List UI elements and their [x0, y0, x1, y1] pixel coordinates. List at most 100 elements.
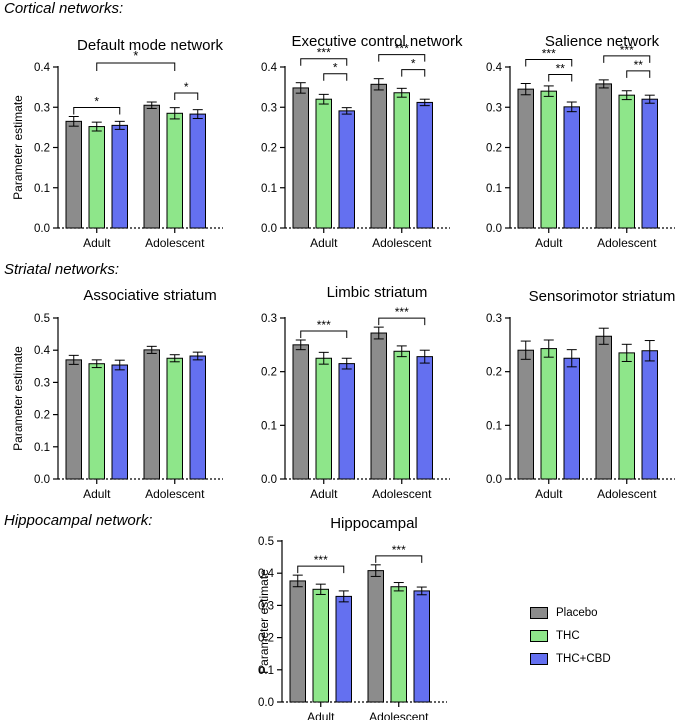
panel-4-ytick-label: 0.4 — [34, 345, 51, 357]
panel-4-bar — [88, 363, 105, 480]
panel-2-ytick-label: 0.3 — [261, 102, 277, 114]
panel-7-bar — [413, 590, 430, 703]
legend-swatch-thc — [530, 629, 548, 642]
panel-1-sig-bracket — [73, 107, 121, 115]
panel-3-ytick-label: 0.4 — [486, 62, 503, 74]
panel-1-ytick-label: 0.3 — [34, 102, 50, 114]
panel-2-bar — [416, 101, 433, 229]
panel-2-bar — [315, 98, 332, 229]
panel-1-bar — [88, 126, 105, 229]
panel-2-sig-label: *** — [395, 42, 409, 56]
legend-item-thc: THC — [530, 624, 611, 647]
panel-5-title: Limbic striatum — [327, 284, 428, 301]
panel-1-ytick-label: 0.1 — [34, 183, 50, 195]
panel-4-ylabel: Parameter estimate — [11, 346, 25, 451]
panel-2-bar — [393, 92, 410, 229]
panel-7-bar — [367, 570, 384, 703]
panel-3-bar — [595, 83, 612, 229]
panel-2-category-label: Adult — [310, 236, 338, 250]
panel-1-category-label: Adolescent — [145, 236, 205, 250]
section-label-striatal: Striatal networks: — [4, 261, 120, 278]
panel-7-sig-bracket — [297, 565, 345, 574]
panel-1-sig-label: * — [184, 80, 189, 94]
panel-5-bar — [416, 356, 433, 480]
panel-1-ylabel: Parameter estimate — [11, 95, 25, 200]
panel-3-bar — [517, 88, 534, 229]
panel-2-bar — [292, 87, 309, 229]
section-label-hippocampal: Hippocampal network: — [4, 512, 153, 529]
panel-1-ytick-label: 0.2 — [34, 143, 50, 155]
panel-1-ytick-label: 0.0 — [34, 223, 50, 235]
panel-2-sig-bracket — [300, 58, 348, 66]
panel-2-sig-bracket — [401, 69, 426, 77]
panel-4-ytick-label: 0.1 — [34, 442, 50, 454]
panel-1-category-label: Adult — [83, 236, 111, 250]
panel-2-sig-bracket — [323, 73, 348, 81]
legend-item-thc-cbd: THC+CBD — [530, 647, 611, 670]
panel-6-bar — [517, 349, 534, 480]
panel-5-sig-label: *** — [395, 305, 409, 319]
panel-2-bar — [338, 110, 355, 229]
panel-3-sig-bracket — [603, 55, 651, 63]
panel-2-ytick-label: 0.1 — [261, 183, 277, 195]
panel-3-category-label: Adolescent — [597, 236, 657, 250]
panel-1-sig-label: * — [94, 95, 99, 109]
panel-3-ytick-label: 0.2 — [486, 143, 502, 155]
panel-4-bar — [111, 364, 128, 480]
panel-3-sig-label: *** — [620, 43, 634, 57]
panel-6-ytick-label: 0.2 — [486, 367, 502, 379]
legend-swatch-thc-cbd — [530, 652, 548, 665]
panel-1-bar — [143, 104, 160, 229]
panel-5-ytick-label: 0.2 — [261, 367, 277, 379]
panel-1-ytick-label: 0.4 — [34, 62, 51, 74]
panel-2-sig-bracket — [378, 54, 426, 62]
panel-3-title: Salience network — [545, 33, 660, 50]
panel-7-sig-bracket — [375, 555, 423, 563]
panel-6-bar — [595, 335, 612, 480]
panel-1-sig-label: * — [133, 48, 138, 63]
panel-5-bar — [315, 357, 332, 480]
panel-4-ytick-label: 0.2 — [34, 410, 50, 422]
panel-7-category-label: Adult — [307, 710, 335, 720]
panel-7-sig-label: *** — [392, 543, 406, 557]
panel-6-bar — [618, 352, 635, 480]
panel-2-sig-label: * — [333, 61, 338, 75]
panel-3-sig-bracket — [548, 74, 573, 82]
panel-2-ytick-label: 0.4 — [261, 62, 278, 74]
panel-3-category-label: Adult — [535, 236, 563, 250]
panel-4-ytick-label: 0.0 — [34, 474, 50, 486]
panel-5-bar — [338, 363, 355, 480]
panel-4-title: Associative striatum — [83, 287, 216, 304]
legend-swatch-placebo — [530, 606, 548, 619]
panel-1-bar — [166, 112, 183, 229]
panel-7-ytick-label: 0.5 — [258, 536, 274, 548]
panel-6-category-label: Adolescent — [597, 487, 657, 501]
panel-5-bar — [370, 332, 387, 480]
panel-4-category-label: Adult — [83, 487, 111, 501]
panel-6-ytick-label: 0.3 — [486, 313, 502, 325]
panel-7-ylabel: Parameter estimate — [257, 569, 271, 674]
panel-6-title: Sensorimotor striatum — [529, 288, 676, 305]
legend-label-thc: THC — [556, 629, 580, 642]
panel-3-sig-label: ** — [634, 58, 644, 72]
panel-4-category-label: Adolescent — [145, 487, 205, 501]
panel-3-sig-bracket — [626, 70, 651, 78]
panel-7-ytick-label: 0.4 — [258, 568, 275, 580]
panel-2-title: Executive control network — [292, 33, 463, 50]
section-label-cortical: Cortical networks: — [4, 0, 124, 17]
panel-6-bar — [641, 350, 658, 480]
panel-6-ytick-label: 0.1 — [486, 420, 502, 432]
panel-7-sig-label: *** — [314, 553, 328, 567]
panel-1-title: Default mode network — [77, 37, 223, 54]
panel-4-bar — [65, 359, 82, 480]
panel-6-bar — [540, 348, 557, 480]
legend-item-placebo: Placebo — [530, 601, 611, 624]
panel-7-ytick-label: 0.0 — [258, 697, 274, 709]
panel-6-ytick-label: 0.0 — [486, 474, 502, 486]
panel-3-bar — [641, 98, 658, 229]
panel-3-bar — [618, 94, 635, 229]
panel-7-ytick-label: 0.3 — [258, 600, 274, 612]
legend-label-thc-cbd: THC+CBD — [556, 652, 611, 665]
panel-5-ytick-label: 0.3 — [261, 313, 277, 325]
panel-2-ytick-label: 0.2 — [261, 143, 277, 155]
